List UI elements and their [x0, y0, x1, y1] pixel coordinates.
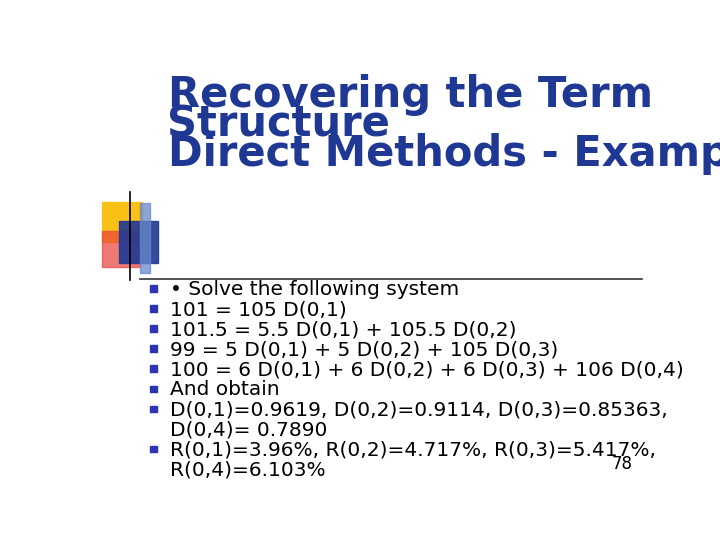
Text: D(0,4)= 0.7890: D(0,4)= 0.7890	[170, 420, 327, 439]
Text: Recovering the Term: Recovering the Term	[168, 74, 652, 116]
Bar	[150, 346, 157, 353]
Bar	[150, 306, 157, 312]
Bar	[102, 202, 142, 242]
Bar	[150, 366, 157, 373]
Text: R(0,1)=3.96%, R(0,2)=4.717%, R(0,3)=5.417%,: R(0,1)=3.96%, R(0,2)=4.717%, R(0,3)=5.41…	[170, 440, 656, 460]
Bar	[102, 231, 140, 267]
Bar	[150, 446, 157, 453]
Text: Direct Methods - Example: Direct Methods - Example	[168, 132, 720, 174]
Text: 99 = 5 D(0,1) + 5 D(0,2) + 105 D(0,3): 99 = 5 D(0,1) + 5 D(0,2) + 105 D(0,3)	[170, 340, 558, 359]
Bar	[150, 406, 157, 413]
Text: 78: 78	[611, 455, 632, 473]
Text: D(0,1)=0.9619, D(0,2)=0.9114, D(0,3)=0.85363,: D(0,1)=0.9619, D(0,2)=0.9114, D(0,3)=0.8…	[170, 400, 667, 419]
Bar	[150, 386, 157, 393]
Text: • Solve the following system: • Solve the following system	[170, 280, 459, 299]
Bar	[150, 286, 157, 292]
Text: 101.5 = 5.5 D(0,1) + 105.5 D(0,2): 101.5 = 5.5 D(0,1) + 105.5 D(0,2)	[170, 320, 516, 339]
Bar	[140, 204, 150, 273]
Text: 101 = 105 D(0,1): 101 = 105 D(0,1)	[170, 300, 346, 319]
Text: R(0,4)=6.103%: R(0,4)=6.103%	[170, 460, 325, 480]
Bar	[120, 221, 158, 264]
Text: Structure: Structure	[168, 103, 390, 145]
Bar	[150, 326, 157, 333]
Text: And obtain: And obtain	[170, 380, 279, 399]
Text: 100 = 6 D(0,1) + 6 D(0,2) + 6 D(0,3) + 106 D(0,4): 100 = 6 D(0,1) + 6 D(0,2) + 6 D(0,3) + 1…	[170, 360, 683, 379]
